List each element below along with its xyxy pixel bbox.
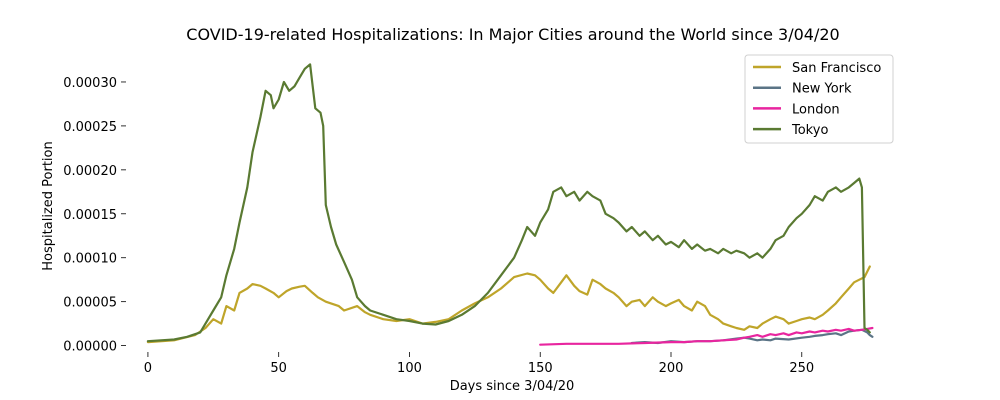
series-line-tokyo	[146, 63, 871, 343]
y-tick-label: 0.00030	[63, 76, 117, 91]
chart-title: COVID-19-related Hospitalizations: In Ma…	[186, 25, 839, 44]
x-tick-label: 100	[397, 361, 422, 376]
y-tick-label: 0.00015	[63, 208, 117, 223]
legend: San Francisco New York London Tokyo	[744, 54, 894, 144]
y-tick-label: 0.00020	[63, 164, 117, 179]
y-tick-label: 0.00000	[63, 340, 117, 355]
x-tick-label: 250	[789, 361, 814, 376]
legend-label-san-francisco: San Francisco	[792, 61, 881, 76]
series-line-london	[539, 326, 874, 346]
y-axis-ticks: 0.00000 0.00005 0.00010 0.00015 0.00020 0.000…	[63, 76, 126, 355]
legend-label-tokyo: Tokyo	[791, 123, 828, 138]
y-axis-label: Hospitalized Portion	[41, 141, 56, 270]
x-axis-label: Days since 3/04/20	[450, 379, 575, 394]
x-tick-label: 200	[659, 361, 684, 376]
x-tick-label: 50	[270, 361, 287, 376]
y-tick-label: 0.00010	[63, 252, 117, 267]
series-line-san-francisco	[146, 265, 871, 344]
y-tick-label: 0.00005	[63, 296, 117, 311]
legend-label-new-york: New York	[792, 82, 852, 97]
x-axis-ticks: 0 50 100 150 200 250	[144, 352, 814, 376]
x-tick-label: 0	[144, 361, 152, 376]
legend-label-london: London	[792, 102, 840, 117]
y-tick-label: 0.00025	[63, 120, 117, 135]
plot-area	[146, 63, 874, 346]
legend-box	[744, 54, 894, 144]
x-tick-label: 150	[528, 361, 553, 376]
